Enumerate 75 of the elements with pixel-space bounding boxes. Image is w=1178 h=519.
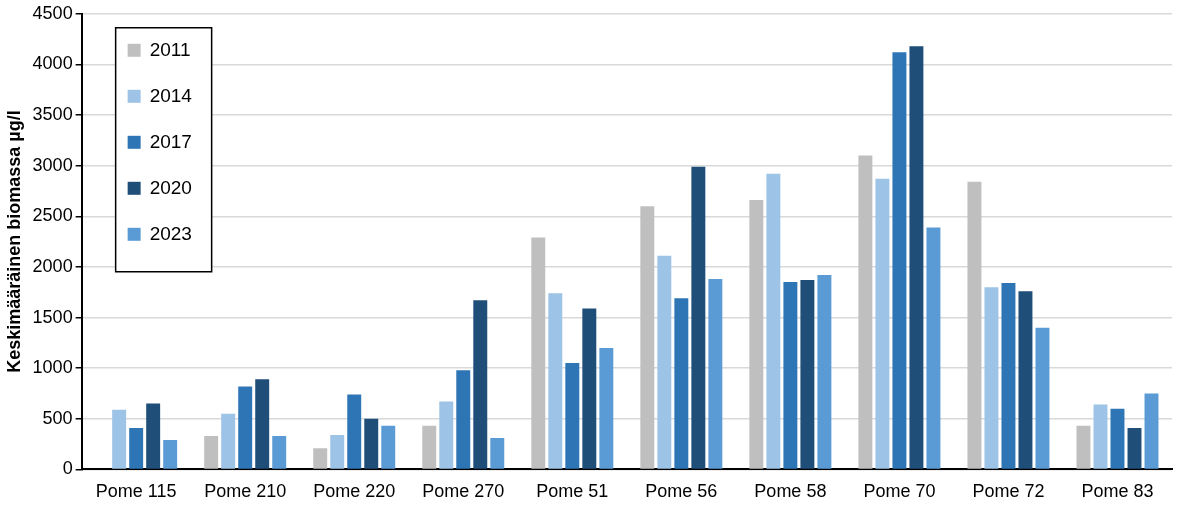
x-tick-label: Pome 58	[754, 481, 827, 502]
bar	[548, 293, 563, 469]
bar	[892, 52, 907, 469]
bar	[691, 166, 706, 469]
bar	[800, 280, 815, 469]
bar	[129, 427, 144, 469]
bar	[313, 448, 328, 469]
bar	[1076, 425, 1091, 469]
y-tick-label: 4500	[32, 2, 73, 23]
legend-label: 2017	[149, 131, 192, 153]
y-tick-label: 500	[42, 407, 73, 428]
bar	[657, 255, 672, 469]
bar	[674, 298, 689, 469]
bar	[565, 363, 580, 469]
x-tick-label: Pome 220	[313, 481, 396, 502]
bar	[766, 173, 781, 469]
bar	[272, 435, 287, 469]
bar	[909, 46, 924, 469]
bar	[582, 308, 597, 469]
x-tick-label: Pome 56	[645, 481, 718, 502]
bar	[708, 279, 723, 469]
bar	[255, 379, 270, 469]
legend-label: 2023	[149, 223, 192, 245]
y-tick-label: 0	[62, 458, 73, 479]
bar	[364, 418, 379, 469]
bar	[640, 206, 655, 469]
y-tick-label: 1000	[32, 357, 73, 378]
bar	[1127, 427, 1142, 469]
x-tick-label: Pome 83	[1081, 481, 1154, 502]
bar	[1035, 327, 1050, 469]
y-tick-label: 2000	[32, 255, 73, 276]
bar	[926, 227, 941, 469]
bar	[1144, 393, 1159, 469]
bar	[531, 237, 546, 469]
bar	[381, 425, 396, 469]
y-tick-label: 2500	[32, 205, 73, 226]
y-tick-label: 4000	[32, 53, 73, 74]
bar	[221, 413, 236, 469]
legend-label: 2020	[149, 177, 192, 199]
y-axis-title: Keskimääräinen biomassa µg/l	[3, 110, 24, 373]
x-tick-label: Pome 115	[95, 481, 177, 502]
x-tick-label: Pome 270	[422, 481, 505, 502]
bar	[238, 386, 253, 469]
bar	[473, 300, 488, 469]
bar	[422, 425, 437, 469]
bar	[456, 370, 471, 469]
bar	[967, 181, 982, 469]
bar	[749, 200, 764, 469]
x-tick-label: Pome 51	[536, 481, 609, 502]
bar	[146, 403, 161, 469]
bar	[490, 438, 505, 469]
y-tick-label: 3500	[32, 104, 73, 125]
y-tick-label: 3000	[32, 154, 73, 175]
bar	[204, 435, 219, 469]
bar	[163, 440, 178, 469]
legend-label: 2011	[149, 39, 191, 61]
bar	[439, 401, 454, 469]
x-tick-label: Pome 210	[204, 481, 287, 502]
bar	[858, 155, 873, 469]
y-tick-label: 1500	[32, 306, 73, 327]
bar	[330, 434, 345, 469]
bar	[1018, 291, 1033, 469]
bar	[817, 275, 832, 469]
x-tick-label: Pome 70	[863, 481, 936, 502]
bar	[875, 178, 890, 469]
legend-label: 2014	[149, 85, 193, 107]
bar	[783, 282, 798, 469]
bar	[984, 287, 999, 469]
bar	[1001, 283, 1016, 469]
bar	[1093, 404, 1108, 469]
bar	[1110, 408, 1125, 469]
bar	[112, 409, 127, 469]
bar	[347, 394, 362, 469]
bar	[599, 347, 614, 469]
x-tick-label: Pome 72	[972, 481, 1045, 502]
